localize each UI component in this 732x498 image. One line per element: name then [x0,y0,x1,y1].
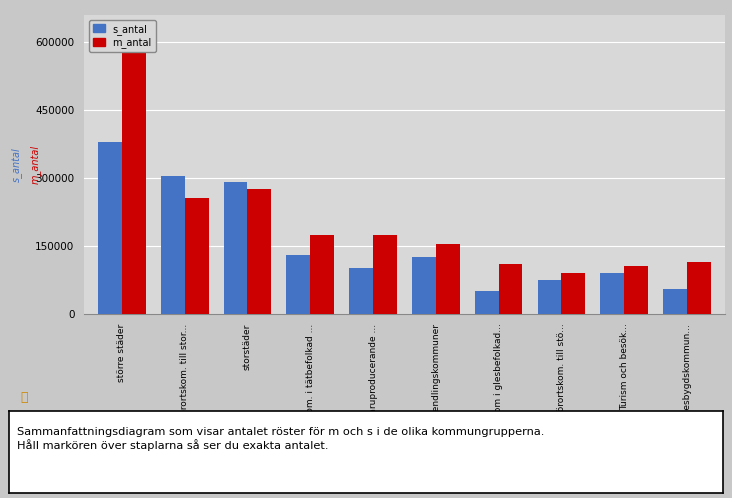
Bar [349,268,373,314]
Bar [412,257,436,314]
Bar [223,182,247,314]
Bar [122,35,146,314]
Text: s_antal: s_antal [11,147,21,182]
Bar [98,142,122,314]
Bar [247,189,272,314]
Bar [184,198,209,314]
Bar [310,235,334,314]
Bar [600,273,624,314]
Text: m_antal: m_antal [30,145,40,184]
Bar [161,176,184,314]
Bar [436,244,460,314]
Bar [373,235,397,314]
Legend: s_antal, m_antal: s_antal, m_antal [89,20,155,52]
Bar [624,266,648,314]
Bar [663,289,687,314]
Bar [687,261,711,314]
Text: Sammanfattningsdiagram som visar antalet röster för m och s i de olika kommungru: Sammanfattningsdiagram som visar antalet… [18,427,545,451]
Bar [286,255,310,314]
Bar [537,280,561,314]
Bar [498,264,523,314]
X-axis label: kommunindelning: kommunindelning [351,424,458,437]
Text: ⬛: ⬛ [20,391,28,404]
Bar [475,291,498,314]
Bar [561,273,586,314]
